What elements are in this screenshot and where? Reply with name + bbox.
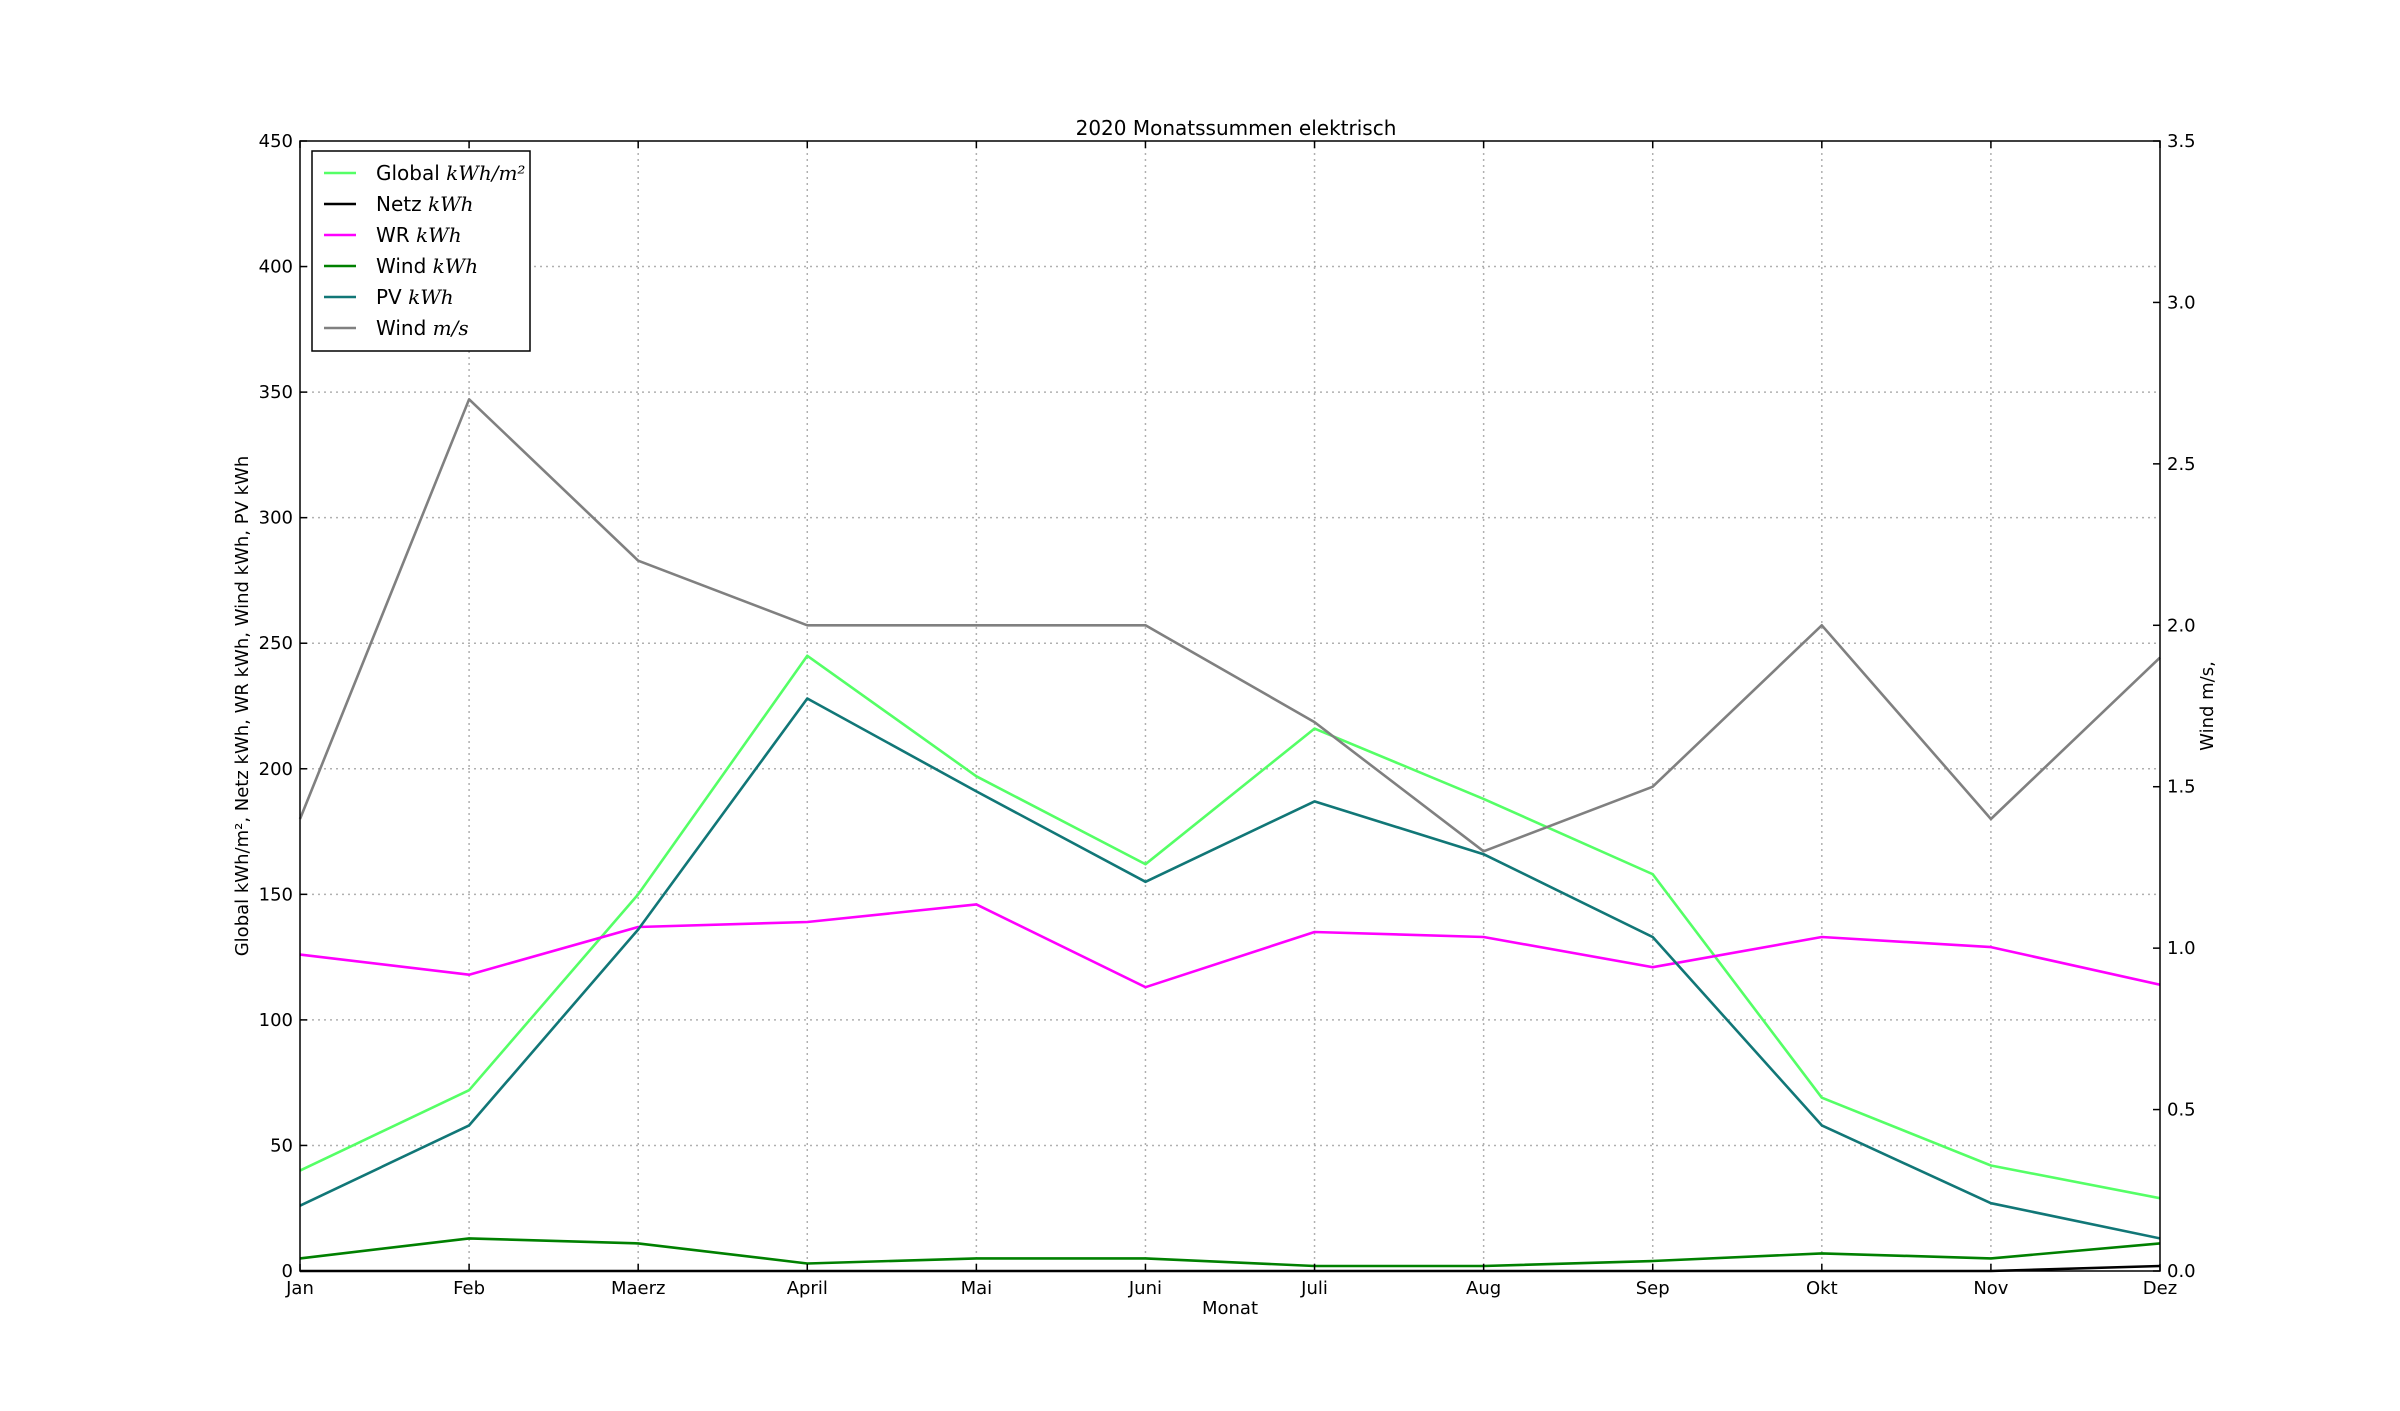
y-tick-label-right: 0.0 <box>2167 1261 2196 1282</box>
y-ticks-left: 0 50 100 150 200 250 300 350 400 450 <box>259 131 307 1282</box>
y-tick-label-right: 1.5 <box>2167 777 2196 798</box>
x-tick-label: Mai <box>961 1278 993 1299</box>
x-tick-label: Maerz <box>611 1278 665 1299</box>
y-tick-label-left: 300 <box>259 508 293 529</box>
x-tick-label: Juli <box>1300 1278 1328 1299</box>
series-layer <box>298 397 2161 1273</box>
y-tick-label-left: 400 <box>259 257 293 278</box>
x-tick-label: Aug <box>1466 1278 1501 1299</box>
legend-entry: Netz kWh <box>376 192 474 216</box>
legend-entry: Wind kWh <box>376 254 478 278</box>
x-tick-label: Nov <box>1973 1278 2008 1299</box>
x-tick-label: Jan <box>285 1278 314 1299</box>
y-tick-label-right: 3.5 <box>2167 131 2196 152</box>
legend-box <box>311 150 531 352</box>
series-line-wind-kwh <box>299 1237 2161 1268</box>
legend: Global kWh/m² Netz kWh WR kWh Wind kWh PV kW… <box>311 150 531 352</box>
x-ticks: Jan Feb Maerz April Mai Juni Juli Aug Sep Okt Nov D… <box>285 141 2177 1299</box>
y-tick-label-left: 50 <box>270 1135 293 1156</box>
x-tick-label: April <box>787 1278 828 1299</box>
x-tick-label: Juni <box>1128 1278 1162 1299</box>
series-line-global-kwh-m <box>299 654 2161 1200</box>
x-tick-label: Dez <box>2143 1278 2177 1299</box>
y-ticks-right: 0.0 0.5 1.0 1.5 2.0 2.5 3.0 3.5 <box>2153 131 2196 1282</box>
y-tick-label-right: 3.0 <box>2167 292 2196 313</box>
x-tick-label: Feb <box>453 1278 485 1299</box>
legend-entry: PV kWh <box>376 285 454 309</box>
series-line-wr-kwh <box>299 903 2161 989</box>
y-tick-label-left: 100 <box>259 1010 293 1031</box>
series-line-wind-m-s <box>298 397 2161 853</box>
chart-title: 2020 Monatssummen elektrisch <box>1076 116 1397 140</box>
y-axis-title-right: Wind m/s, <box>2197 661 2218 751</box>
y-tick-label-left: 450 <box>259 131 293 152</box>
y-tick-label-right: 2.0 <box>2167 615 2196 636</box>
x-tick-label: Sep <box>1636 1278 1670 1299</box>
plot-frame <box>299 140 2161 1272</box>
grid <box>300 141 2160 1271</box>
x-axis-title: Monat <box>1202 1298 1258 1319</box>
y-tick-label-right: 2.5 <box>2167 454 2196 475</box>
y-tick-label-left: 150 <box>259 884 293 905</box>
legend-entry: Global kWh/m² <box>376 161 525 185</box>
legend-entry: Wind m/s <box>376 316 469 340</box>
y-tick-label-left: 200 <box>259 759 293 780</box>
y-tick-label-left: 250 <box>259 633 293 654</box>
series-line-pv-kwh <box>299 697 2161 1240</box>
legend-entry: WR kWh <box>376 223 462 247</box>
y-tick-label-left: 350 <box>259 382 293 403</box>
y-tick-label-left: 0 <box>282 1261 293 1282</box>
y-tick-label-right: 1.0 <box>2167 938 2196 959</box>
y-tick-label-right: 0.5 <box>2167 1100 2196 1121</box>
x-tick-label: Okt <box>1806 1278 1838 1299</box>
y-axis-title-left: Global kWh/m², Netz kWh, WR kWh, Wind kW… <box>232 456 253 957</box>
